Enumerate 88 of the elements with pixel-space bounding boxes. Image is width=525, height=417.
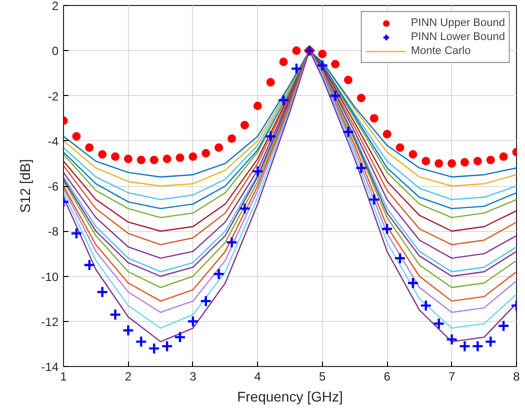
point xyxy=(240,120,249,130)
point xyxy=(96,286,108,298)
point xyxy=(214,143,224,152)
y-tick-label: 0 xyxy=(52,44,59,58)
point xyxy=(111,152,120,161)
point xyxy=(136,156,146,164)
y-tick-label: 2 xyxy=(52,0,59,13)
point xyxy=(277,94,290,106)
point xyxy=(432,318,445,330)
point xyxy=(318,50,327,58)
point xyxy=(188,152,198,161)
y-tick-label: -14 xyxy=(41,360,59,374)
point xyxy=(200,294,212,308)
point xyxy=(290,62,303,75)
point xyxy=(329,90,342,102)
point xyxy=(124,154,132,164)
legend-label: PINN Lower Bound xyxy=(410,30,505,44)
legend-label: PINN Upper Bound xyxy=(410,16,505,30)
point xyxy=(368,193,380,206)
legend-label: Monte Carlo xyxy=(410,44,471,58)
x-tick-label: 2 xyxy=(124,370,132,384)
point xyxy=(422,156,430,166)
x-axis-title: Frequency [GHz] xyxy=(237,388,343,404)
point xyxy=(122,324,134,336)
y-tick-label: -8 xyxy=(48,224,59,239)
point xyxy=(109,308,122,321)
point xyxy=(408,150,418,159)
point xyxy=(85,143,94,152)
point xyxy=(135,336,148,348)
point xyxy=(186,315,200,328)
point xyxy=(331,60,340,68)
point xyxy=(484,336,497,348)
point xyxy=(460,158,469,167)
point xyxy=(486,156,495,164)
point xyxy=(394,252,406,264)
point xyxy=(83,258,96,272)
point xyxy=(174,331,186,344)
point xyxy=(316,59,328,72)
y-tick-label: -2 xyxy=(48,89,59,104)
y-tick-label: -4 xyxy=(48,134,59,148)
x-tick-label: 8 xyxy=(513,370,520,384)
y-tick-label: -6 xyxy=(48,180,59,194)
point xyxy=(162,154,172,164)
point xyxy=(150,156,158,164)
y-tick-label: -12 xyxy=(41,314,59,329)
x-tick-label: 5 xyxy=(319,370,326,384)
point xyxy=(70,227,83,240)
x-tick-label: 1 xyxy=(60,370,68,384)
point xyxy=(356,94,366,102)
point xyxy=(344,76,352,84)
point xyxy=(292,46,301,55)
point xyxy=(434,159,444,168)
point xyxy=(238,202,251,215)
point xyxy=(406,276,420,290)
point xyxy=(473,156,482,166)
point xyxy=(472,340,484,352)
point xyxy=(148,342,160,355)
point xyxy=(252,165,264,178)
x-tick-label: 3 xyxy=(190,370,197,384)
point xyxy=(253,102,262,110)
y-axis-title: S12 [dB] xyxy=(17,159,34,213)
point xyxy=(370,114,378,123)
x-tick-label: 4 xyxy=(254,370,262,384)
point xyxy=(72,132,81,141)
x-tick-label: 6 xyxy=(384,370,391,384)
point xyxy=(382,130,392,138)
point xyxy=(446,333,458,346)
point xyxy=(202,149,210,158)
point xyxy=(98,150,107,159)
point xyxy=(448,159,456,168)
point xyxy=(226,236,238,249)
point xyxy=(176,154,184,162)
point xyxy=(264,130,277,142)
y-tick-label: -10 xyxy=(41,270,59,284)
point xyxy=(458,340,471,352)
point xyxy=(380,222,394,235)
point xyxy=(355,162,368,174)
point xyxy=(420,299,432,312)
point xyxy=(499,152,508,161)
point xyxy=(342,126,354,138)
point xyxy=(396,143,404,152)
point xyxy=(212,268,225,280)
x-tick-label: 7 xyxy=(448,370,456,384)
point xyxy=(228,134,236,143)
point xyxy=(279,58,288,66)
point xyxy=(160,340,174,352)
point xyxy=(266,78,275,86)
point xyxy=(497,320,510,332)
